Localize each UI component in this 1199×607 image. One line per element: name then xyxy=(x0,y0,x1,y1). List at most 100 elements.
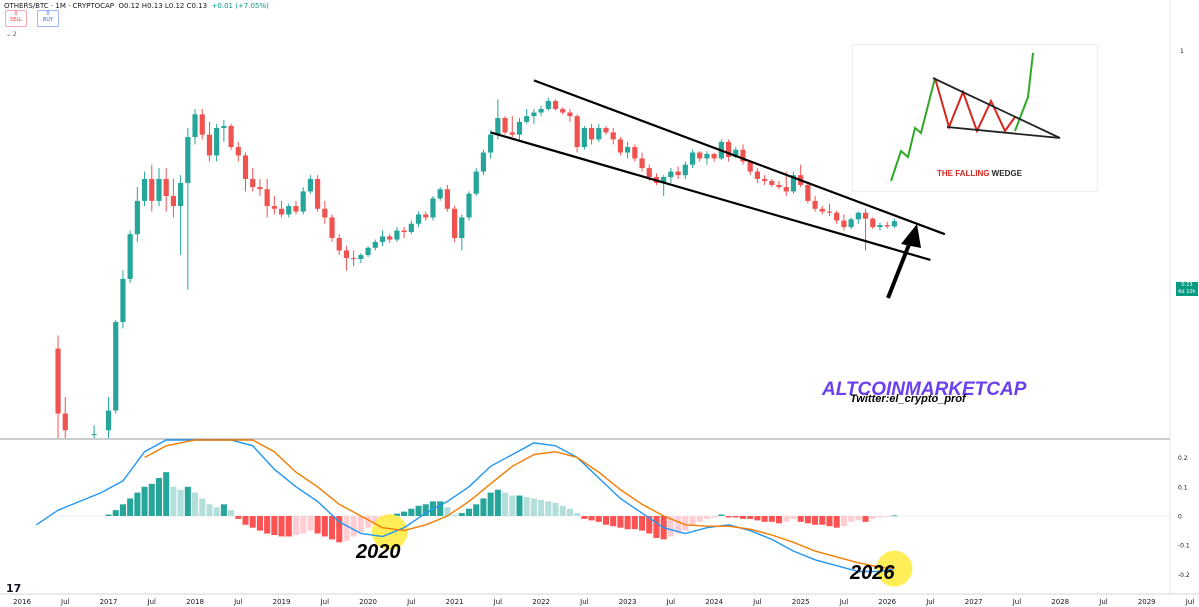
macd-histogram-bar xyxy=(487,492,494,516)
macd-tick-label: 0.1 xyxy=(1178,484,1188,491)
candle-body xyxy=(271,206,277,209)
time-tick-label: 2020 xyxy=(359,598,377,606)
candle-body xyxy=(178,182,184,207)
time-tick-label: 2025 xyxy=(792,598,810,606)
macd-histogram-bar xyxy=(213,507,220,516)
candle-body xyxy=(762,178,768,181)
macd-histogram-bar xyxy=(192,492,199,516)
candle-body xyxy=(365,247,371,256)
time-tick-label: 2017 xyxy=(100,598,118,606)
macd-histogram-bar xyxy=(480,498,487,516)
macd-histogram-bar xyxy=(516,495,523,516)
candle-body xyxy=(603,128,609,133)
candle-body xyxy=(567,112,573,117)
macd-histogram-bar xyxy=(675,516,682,534)
macd-histogram-bar xyxy=(855,516,862,521)
macd-histogram-bar xyxy=(350,516,357,537)
symbol-title[interactable]: OTHERS/BTC · 1M · CRYPTOCAP xyxy=(4,2,115,10)
candle-body xyxy=(372,241,378,248)
time-tick-label: Jul xyxy=(493,598,503,606)
macd-histogram-bar xyxy=(437,501,444,516)
time-tick-label: 2016 xyxy=(13,598,31,606)
candle-body xyxy=(206,134,213,156)
candle-body xyxy=(228,125,234,148)
candle-body xyxy=(545,100,551,110)
candle-body xyxy=(358,255,364,259)
candle-body xyxy=(697,152,703,159)
macd-histogram-bar xyxy=(588,516,595,521)
candle-body xyxy=(783,187,789,192)
sell-button[interactable]: 0 SELL xyxy=(5,10,27,27)
macd-histogram-bar xyxy=(833,516,840,528)
macd-histogram-bar xyxy=(703,516,710,519)
macd-histogram-bar xyxy=(631,516,638,530)
annotation-2026: 2026 xyxy=(850,562,895,584)
macd-histogram-bar xyxy=(256,516,263,531)
candle-body xyxy=(531,112,537,117)
wedge-breakout-path xyxy=(1014,52,1034,132)
macd-histogram-bar xyxy=(884,516,891,517)
macd-histogram-bar xyxy=(127,498,134,516)
buy-price: 0 xyxy=(46,11,50,17)
candle-body xyxy=(524,116,530,122)
buy-button[interactable]: 0 BUY xyxy=(37,10,59,27)
candle-body xyxy=(62,413,68,431)
twitter-handle: Twitter:el_crypto_prof xyxy=(850,393,966,405)
macd-histogram-bar xyxy=(271,516,278,535)
candle-body xyxy=(351,257,357,259)
candle-body xyxy=(120,278,126,323)
macd-histogram-bar xyxy=(321,516,328,537)
candle-body xyxy=(250,178,256,188)
falling-wedge-diagram xyxy=(890,52,1061,182)
candle-body xyxy=(855,212,861,220)
candle-body xyxy=(387,236,393,240)
time-tick-label: Jul xyxy=(60,598,70,606)
wedge-lower-trendline xyxy=(490,131,931,261)
macd-histogram-bar xyxy=(739,516,747,519)
candle-body xyxy=(423,214,429,218)
macd-histogram-bar xyxy=(530,498,537,516)
macd-histogram-bar xyxy=(220,504,227,516)
candle-body xyxy=(300,191,306,212)
indicator-toggle[interactable]: ⌄ 2 xyxy=(6,31,17,38)
macd-histogram-bar xyxy=(184,486,191,516)
macd-histogram-bar xyxy=(163,472,170,516)
wedge-upper-line xyxy=(932,77,1061,139)
candle-body xyxy=(632,147,638,159)
time-tick-label: 2027 xyxy=(965,598,983,606)
macd-histogram-bar xyxy=(610,516,617,527)
macd-histogram-bar xyxy=(141,486,148,516)
price-tick-label: 1 xyxy=(1180,48,1184,55)
macd-histogram-bar xyxy=(552,502,559,516)
macd-histogram-bar xyxy=(314,516,321,534)
macd-histogram-bar xyxy=(285,516,292,537)
macd-histogram-bar xyxy=(538,499,545,516)
macd-histogram-bar xyxy=(653,516,660,538)
macd-histogram-bar xyxy=(812,516,819,525)
time-tick-label: 2022 xyxy=(532,598,550,606)
macd-histogram-bar xyxy=(148,483,155,516)
candle-body xyxy=(415,214,422,224)
macd-histogram-bar xyxy=(718,514,725,516)
breakout-arrow-head xyxy=(901,224,921,248)
time-tick-label: Jul xyxy=(1098,598,1108,606)
candle-body xyxy=(214,128,220,156)
macd-histogram-bar xyxy=(112,510,119,516)
candle-body xyxy=(293,206,299,212)
candle-body xyxy=(105,410,112,431)
macd-histogram-bar xyxy=(105,514,112,516)
macd-histogram-bar xyxy=(566,508,573,516)
candle-body xyxy=(841,220,847,228)
candle-body xyxy=(170,196,177,207)
inset-caption: THE FALLING WEDGE xyxy=(937,169,1022,178)
macd-histogram-bar xyxy=(747,516,754,519)
price-change: +0.01 (+7.05%) xyxy=(211,2,269,10)
candle-body xyxy=(408,223,414,232)
macd-histogram-bar xyxy=(401,511,408,516)
wedge-green-path xyxy=(890,77,936,182)
candle-body xyxy=(141,178,148,201)
signal-line xyxy=(144,439,895,570)
candle-body xyxy=(711,153,717,159)
macd-histogram-bar xyxy=(891,515,898,517)
